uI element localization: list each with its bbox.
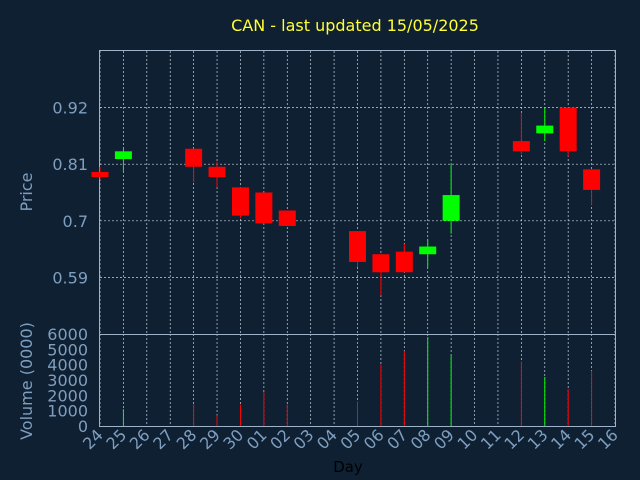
price-axis-label: Price [17, 172, 36, 211]
candle-body [91, 171, 109, 178]
candle-body [278, 210, 296, 226]
volume-tick-label: 4000 [47, 356, 88, 375]
candle-body [536, 125, 554, 134]
candle-body [419, 246, 437, 255]
volume-tick-label: 1000 [47, 402, 88, 421]
price-tick-label: 0.81 [52, 155, 88, 174]
candle-body [208, 166, 226, 178]
candle-body [349, 231, 366, 262]
x-tick-label: 16 [594, 425, 622, 453]
candle-body [583, 169, 601, 190]
volume-bars [122, 337, 593, 426]
candle-body [442, 195, 460, 221]
volume-panel-frame [99, 334, 616, 427]
volume-tick-label: 6000 [47, 325, 88, 344]
candle-body [559, 107, 577, 152]
price-tick-label: 0.7 [63, 212, 88, 231]
price-tick-label: 0.92 [52, 99, 88, 118]
x-tick-labels: 2425262728293001020304050607080910111213… [79, 425, 622, 453]
candle-body [114, 151, 132, 160]
candle-body [372, 254, 390, 273]
candle-body [512, 141, 530, 152]
price-grid [99, 51, 616, 334]
chart-title: CAN - last updated 15/05/2025 [231, 16, 479, 35]
volume-tick-label: 2000 [47, 386, 88, 405]
candle-body [395, 251, 413, 273]
x-axis-label: Day [333, 458, 363, 476]
candle-body [231, 187, 249, 216]
candles [91, 107, 601, 296]
volume-tick-label: 5000 [47, 340, 88, 359]
candle-body [255, 192, 273, 224]
price-tick-label: 0.59 [52, 268, 88, 287]
candle-body [185, 148, 203, 167]
volume-tick-label: 0 [78, 417, 88, 436]
volume-tick-label: 3000 [47, 371, 88, 390]
price-tick-labels: 0.59 0.7 0.81 0.92 [52, 99, 88, 288]
volume-axis-label: Volume (0000) [17, 322, 36, 440]
